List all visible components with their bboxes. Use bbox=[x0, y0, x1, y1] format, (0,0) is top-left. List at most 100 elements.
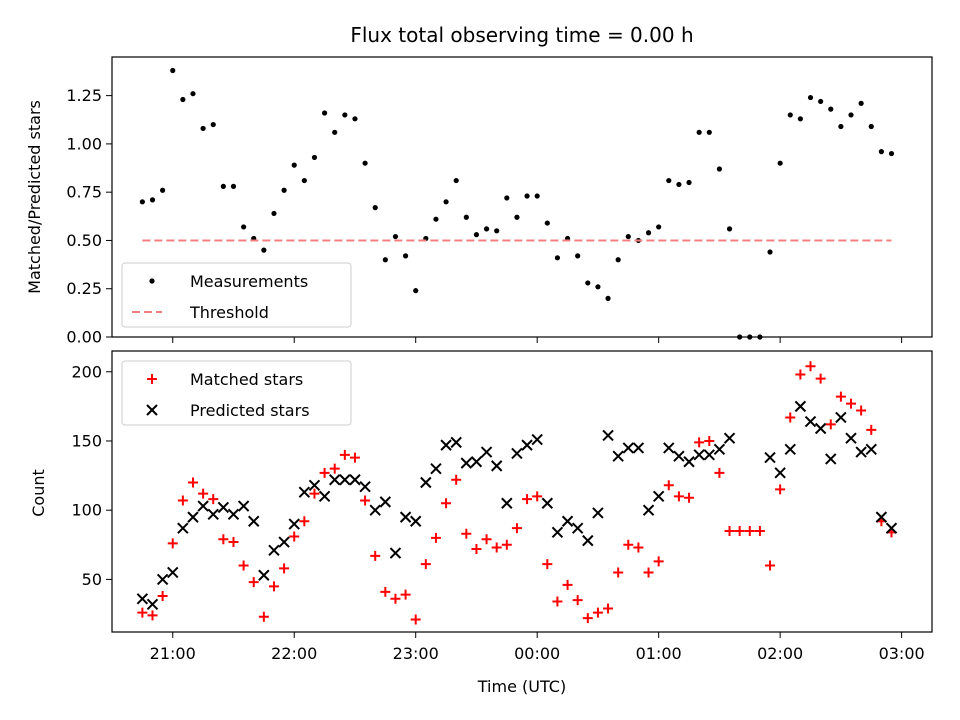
measurement-point bbox=[392, 233, 399, 240]
predicted-star-point bbox=[511, 447, 523, 460]
matched-star-point bbox=[775, 484, 786, 495]
matched-star-point bbox=[866, 424, 877, 435]
matched-star-point bbox=[673, 491, 684, 502]
predicted-star-point bbox=[774, 467, 786, 479]
measurement-point bbox=[241, 224, 247, 230]
matched-star-point bbox=[390, 593, 401, 604]
predicted-star-point bbox=[349, 474, 361, 486]
predicted-star-point bbox=[187, 511, 199, 523]
matched-star-point bbox=[410, 614, 421, 625]
predicted-star-point bbox=[673, 450, 685, 462]
x-tick-label: 23:00 bbox=[393, 644, 439, 663]
matched-star-point bbox=[430, 532, 441, 543]
predicted-star-point bbox=[885, 522, 898, 534]
matched-star-point bbox=[552, 596, 563, 607]
measurement-point bbox=[575, 253, 581, 259]
matched-star-point bbox=[157, 591, 168, 602]
measurement-point bbox=[716, 166, 723, 172]
predicted-star-point bbox=[460, 457, 473, 469]
measurement-point bbox=[797, 116, 803, 122]
predicted-star-point bbox=[865, 443, 877, 455]
predicted-star-point bbox=[551, 526, 564, 539]
matched-star-point bbox=[562, 579, 573, 590]
predicted-star-point bbox=[146, 598, 159, 611]
predicted-star-point bbox=[582, 534, 594, 547]
measurement-point bbox=[139, 199, 145, 205]
x-axis-label: Time (UTC) bbox=[477, 677, 566, 696]
matched-star-point bbox=[734, 525, 745, 536]
matched-star-point bbox=[613, 567, 624, 578]
predicted-star-point bbox=[197, 500, 209, 512]
measurement-point bbox=[220, 183, 226, 189]
predicted-star-point bbox=[440, 439, 452, 451]
matched-star-point bbox=[592, 607, 603, 618]
matched-star-point bbox=[754, 525, 765, 536]
measurement-point bbox=[767, 249, 773, 255]
predicted-star-point bbox=[470, 456, 483, 468]
predicted-star-point bbox=[409, 515, 422, 527]
predicted-star-point bbox=[521, 439, 533, 451]
measurement-point bbox=[443, 199, 449, 205]
matched-star-point bbox=[653, 556, 664, 567]
measurement-point bbox=[726, 226, 733, 232]
measurement-point bbox=[504, 195, 510, 201]
measurement-point bbox=[271, 210, 277, 217]
top-y-tick-label: 0.75 bbox=[66, 183, 102, 202]
predicted-star-point bbox=[420, 476, 432, 489]
matched-star-point bbox=[501, 539, 512, 550]
measurement-point bbox=[706, 129, 712, 135]
measurement-point bbox=[595, 284, 601, 290]
predicted-star-point bbox=[693, 449, 705, 461]
top-plot-frame bbox=[111, 56, 933, 338]
measurement-point bbox=[301, 177, 307, 184]
predicted-star-point bbox=[278, 536, 290, 548]
predicted-star-point bbox=[794, 400, 807, 413]
matched-star-point bbox=[481, 534, 492, 545]
measurement-point bbox=[413, 288, 419, 294]
predicted-star-point bbox=[814, 422, 827, 435]
top-y-tick-label: 0.50 bbox=[66, 231, 102, 250]
measurement-point bbox=[230, 183, 237, 189]
matched-star-point bbox=[856, 405, 867, 416]
measurement-point bbox=[757, 334, 763, 340]
matched-star-point bbox=[198, 488, 209, 499]
legend-entry-label: Matched stars bbox=[190, 370, 303, 389]
matched-star-point bbox=[400, 589, 411, 600]
matched-star-point bbox=[532, 491, 543, 502]
measurement-point bbox=[281, 187, 287, 193]
matched-star-point bbox=[795, 369, 806, 380]
matched-star-point bbox=[248, 577, 259, 588]
measurement-point bbox=[311, 154, 318, 161]
measurement-point bbox=[585, 280, 591, 286]
top-y-tick-label: 1.25 bbox=[66, 86, 102, 105]
matched-star-point bbox=[491, 542, 502, 553]
measurement-point bbox=[190, 91, 196, 97]
bottom-y-tick-label: 200 bbox=[71, 362, 102, 381]
predicted-star-point bbox=[298, 486, 311, 498]
matched-star-point bbox=[461, 528, 472, 539]
predicted-star-point bbox=[329, 474, 341, 486]
predicted-star-point bbox=[804, 415, 817, 428]
x-tick-label: 00:00 bbox=[514, 644, 560, 663]
measurement-point bbox=[534, 193, 540, 199]
predicted-star-point bbox=[207, 508, 219, 521]
predicted-star-point bbox=[177, 522, 189, 534]
bottom-y-tick-label: 150 bbox=[71, 431, 102, 450]
x-tick-label: 03:00 bbox=[879, 644, 925, 663]
matched-star-point bbox=[289, 531, 300, 542]
predicted-star-point bbox=[450, 436, 462, 449]
matched-star-point bbox=[329, 463, 340, 474]
matched-star-point bbox=[279, 563, 290, 574]
measurement-point bbox=[777, 160, 783, 166]
matched-star-point bbox=[694, 437, 705, 448]
measurement-point bbox=[180, 96, 186, 103]
predicted-star-point bbox=[835, 411, 847, 424]
matched-star-point bbox=[349, 452, 360, 463]
measurement-point bbox=[838, 123, 844, 130]
matched-star-point bbox=[268, 581, 279, 592]
matched-star-point bbox=[309, 488, 320, 499]
predicted-star-point bbox=[167, 566, 179, 579]
matched-star-point bbox=[511, 523, 522, 534]
predicted-star-point bbox=[501, 497, 513, 509]
top-y-tick-label: 1.00 bbox=[66, 134, 102, 153]
